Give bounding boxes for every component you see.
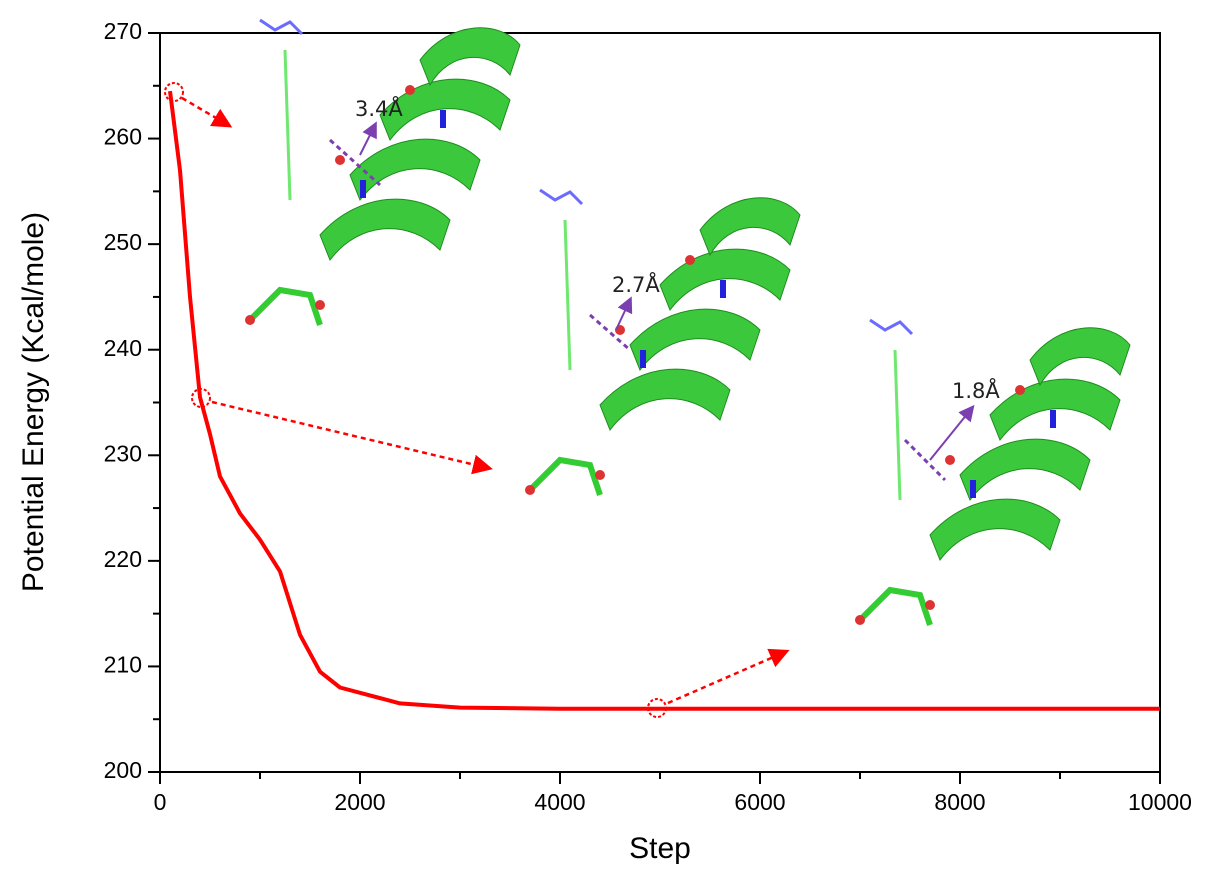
x-tick-label: 2000 — [334, 789, 385, 815]
bond-dash — [903, 438, 947, 482]
x-tick-label: 8000 — [934, 789, 985, 815]
x-tick-label: 10000 — [1128, 789, 1192, 815]
distance-label: 2.7Å — [612, 271, 660, 297]
y-axis-title: Potential Energy (Kcal/mole) — [17, 212, 50, 592]
pointer — [929, 404, 975, 461]
y-tick-label: 230 — [104, 440, 142, 466]
y-tick-label: 270 — [104, 18, 142, 44]
helix-3 — [855, 320, 1130, 625]
x-axis-title: Step — [629, 832, 691, 865]
x-tick-label: 6000 — [734, 789, 785, 815]
x-tick-label: 4000 — [534, 789, 585, 815]
pointer — [615, 296, 633, 331]
callout-arrow — [667, 648, 790, 705]
helix-1 — [245, 20, 520, 325]
molecule-illustrations — [245, 20, 1130, 625]
callout-circle — [164, 82, 184, 102]
helix-2 — [525, 190, 800, 495]
callout-arrow — [181, 96, 233, 128]
pointer — [359, 121, 377, 156]
bond-dash — [328, 138, 382, 187]
x-tick-label: 0 — [154, 789, 167, 815]
y-tick-label: 250 — [104, 229, 142, 255]
y-tick-label: 260 — [104, 124, 142, 150]
y-tick-label: 210 — [104, 652, 142, 678]
distance-label: 1.8Å — [952, 377, 1000, 403]
y-tick-label: 220 — [104, 546, 142, 572]
y-tick-label: 240 — [104, 335, 142, 361]
callout-arrow — [211, 400, 493, 475]
distance-label: 3.4Å — [355, 95, 403, 121]
data-line — [168, 90, 1160, 711]
y-tick-label: 200 — [104, 757, 142, 783]
